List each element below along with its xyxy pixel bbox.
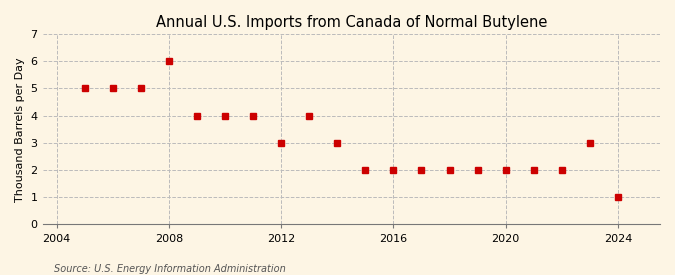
Text: Source: U.S. Energy Information Administration: Source: U.S. Energy Information Administ… [54,264,286,274]
Title: Annual U.S. Imports from Canada of Normal Butylene: Annual U.S. Imports from Canada of Norma… [155,15,547,30]
Y-axis label: Thousand Barrels per Day: Thousand Barrels per Day [15,57,25,202]
